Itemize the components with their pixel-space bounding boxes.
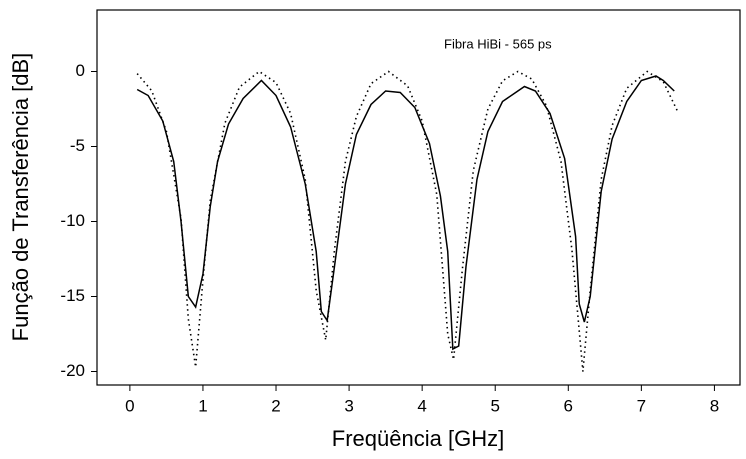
y-tick-label: -15: [60, 286, 85, 305]
series-line: [136, 70, 679, 372]
x-axis-label: Freqüência [GHz]: [332, 426, 504, 451]
x-tick-label: 3: [344, 396, 353, 415]
plot-frame: [96, 9, 741, 386]
series-line: [136, 75, 675, 351]
y-tick-label: -20: [60, 361, 85, 380]
y-tick-label: -5: [70, 136, 85, 155]
x-tick-label: 1: [198, 396, 207, 415]
x-tick-label: 7: [637, 396, 646, 415]
annotation: Fibra HiBi - 565 ps: [444, 36, 552, 51]
x-tick-label: 2: [271, 396, 280, 415]
y-tick-label: -10: [60, 211, 85, 230]
x-tick-label: 4: [417, 396, 426, 415]
x-tick-label: 8: [710, 396, 719, 415]
y-tick-label: 0: [76, 61, 85, 80]
x-tick-label: 5: [490, 396, 499, 415]
y-axis-label: Função de Transferência [dB]: [8, 53, 33, 342]
x-tick-label: 0: [125, 396, 134, 415]
x-tick-label: 6: [564, 396, 573, 415]
